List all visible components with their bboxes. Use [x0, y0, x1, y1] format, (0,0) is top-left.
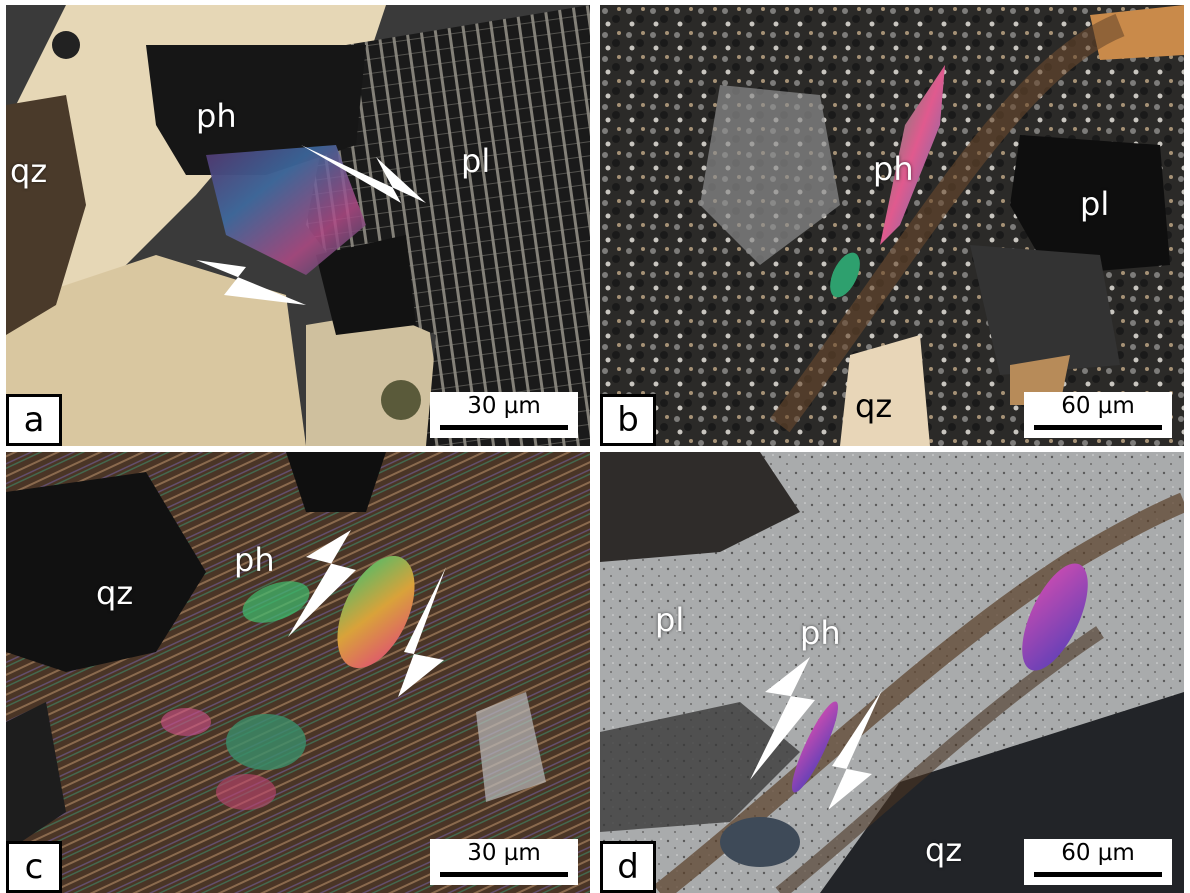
- scale-bar-b: 60 µm: [1024, 392, 1172, 438]
- label-pl: pl: [655, 601, 685, 639]
- label-ph: ph: [873, 150, 914, 188]
- panel-letter-a: a: [6, 394, 62, 446]
- micrograph-d: [600, 452, 1184, 893]
- panel-c: ph qz c 30 µm: [6, 452, 590, 893]
- panel-d: pl ph qz d 60 µm: [600, 452, 1184, 893]
- shear-arrows-d: [750, 657, 882, 810]
- label-ph: ph: [800, 614, 841, 652]
- label-qz: qz: [855, 387, 893, 425]
- panel-b: ph pl qz b 60 µm: [600, 5, 1184, 446]
- label-ph: ph: [234, 541, 275, 579]
- shear-arrows-c: [288, 530, 446, 697]
- label-ph: ph: [196, 97, 237, 135]
- label-qz: qz: [96, 574, 134, 612]
- panel-letter-c: c: [6, 841, 62, 893]
- arrow-icon: [196, 145, 426, 305]
- label-pl: pl: [461, 142, 491, 180]
- scale-label: 60 µm: [1061, 840, 1135, 866]
- scale-bar-c: 30 µm: [430, 839, 578, 885]
- panel-a: qz ph pl a 30 µm: [6, 5, 590, 446]
- label-qz: qz: [10, 152, 48, 190]
- scale-line: [1034, 872, 1162, 877]
- panel-letter-b: b: [600, 394, 656, 446]
- scale-label: 30 µm: [467, 393, 541, 419]
- micrograph-c: [6, 452, 590, 893]
- label-pl: pl: [1080, 185, 1110, 223]
- scale-bar-d: 60 µm: [1024, 839, 1172, 885]
- micrograph-a: [6, 5, 590, 446]
- scale-line: [440, 872, 568, 877]
- label-qz: qz: [925, 831, 963, 869]
- shear-arrows-a: [196, 145, 426, 305]
- scale-line: [440, 425, 568, 430]
- arrow-icon: [750, 657, 882, 810]
- micrograph-b: [600, 5, 1184, 446]
- scale-bar-a: 30 µm: [430, 392, 578, 438]
- panel-letter-d: d: [600, 841, 656, 893]
- scale-line: [1034, 425, 1162, 430]
- arrow-icon: [288, 530, 446, 697]
- scale-label: 30 µm: [467, 840, 541, 866]
- scale-label: 60 µm: [1061, 393, 1135, 419]
